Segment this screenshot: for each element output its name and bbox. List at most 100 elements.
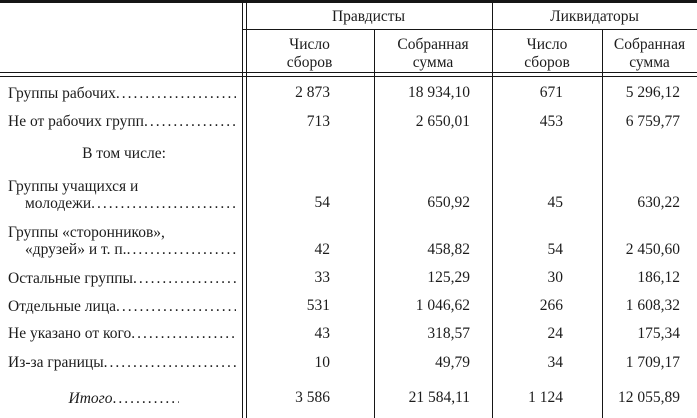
- value-cell: 6 759,77: [625, 112, 680, 130]
- header-bottom-double-rule-top: [0, 72, 697, 73]
- value-cell: 318,57: [427, 324, 470, 342]
- column-divider-1: [374, 29, 375, 418]
- row-label-line-2: молодежи: [8, 195, 240, 212]
- value-cell: 45: [547, 194, 564, 211]
- row-label: «друзей» и т. п.: [25, 240, 127, 258]
- value-cell-empty: [602, 135, 697, 172]
- row-label-cell: Остальные группы: [0, 264, 245, 292]
- row-label-cell: Итого: [0, 378, 245, 418]
- header-corner-cell: [0, 30, 245, 78]
- column-group-likvidatory: Ликвидаторы: [550, 7, 639, 25]
- column-header-line: Число: [289, 36, 330, 53]
- row-label-line: Группы рабочих: [8, 85, 240, 102]
- row-label: Не указано от кого: [8, 325, 132, 342]
- column-header-sobrannaya-summa-2: Собранная сумма: [602, 30, 697, 78]
- dot-leader: [104, 354, 236, 371]
- column-divider-3: [602, 29, 603, 418]
- value-cell: 531: [306, 297, 330, 314]
- value-cell: 713: [306, 112, 330, 130]
- dot-leader: [127, 241, 236, 258]
- table-row: Из-за границы 10 49,79 34 1 709,17: [0, 347, 697, 378]
- row-label: молодежи: [25, 194, 92, 212]
- row-label-line: Группы учащихся и: [8, 178, 240, 195]
- value-cell: 10: [314, 353, 331, 371]
- row-label-line: Группы «сторонников»,: [8, 224, 240, 241]
- value-cell: 175,34: [637, 324, 680, 342]
- value-cell: 43: [314, 324, 331, 342]
- row-label-cell: Из-за границы: [0, 347, 245, 378]
- dot-leader: [91, 195, 236, 212]
- header-group-divider-line: [243, 29, 697, 30]
- row-label-line: Отдельные лица: [8, 298, 240, 315]
- row-label: Остальные группы: [8, 269, 133, 287]
- row-label-line: Из-за границы: [8, 354, 240, 371]
- label-column-double-rule-right: [246, 0, 247, 418]
- value-cell: 650,92: [427, 194, 470, 211]
- column-header-chislo-sborov-1: Число сборов: [245, 30, 374, 78]
- value-cell: 42: [314, 241, 331, 258]
- row-label-cell: Группы учащихся и молодежи: [0, 172, 245, 217]
- dot-leader: [116, 298, 236, 315]
- value-cell: 2 450,60: [625, 241, 680, 258]
- dot-leader: [112, 390, 179, 407]
- value-cell: 125,29: [427, 269, 470, 286]
- dot-leader: [133, 270, 236, 287]
- value-cell: 458,82: [427, 241, 470, 258]
- table-row: Группы «сторонников», «друзей» и т. п. 4…: [0, 217, 697, 264]
- row-label-cell: Отдельные лица: [0, 292, 245, 320]
- value-cell: 5 296,12: [625, 84, 680, 101]
- value-cell: 33: [314, 269, 331, 286]
- table-section-row: В том числе:: [0, 135, 697, 172]
- column-header-line: сумма: [412, 54, 454, 71]
- row-label-line-2: «друзей» и т. п.: [8, 241, 240, 258]
- table-row: Не указано от кого 43 318,57 24 175,34: [0, 320, 697, 347]
- value-cell-empty: [245, 135, 374, 172]
- value-cell: 30: [547, 269, 564, 286]
- row-label-line: Не от рабочих групп: [8, 113, 240, 130]
- value-cell: 2 873: [295, 84, 330, 101]
- value-cell: 24: [547, 324, 564, 342]
- row-label: Не от рабочих групп: [8, 113, 144, 130]
- table-total-row: Итого 3 586 21 584,11 1 124 12 055,89: [0, 378, 697, 418]
- total-label-line: Итого: [8, 390, 240, 407]
- table-row: Группы рабочих 2 873 18 934,10 671 5 296…: [0, 78, 697, 108]
- row-label-cell: Группы рабочих: [0, 78, 245, 108]
- value-cell: 266: [539, 297, 563, 314]
- dot-leader: [116, 85, 236, 102]
- value-cell: 671: [539, 84, 563, 101]
- table-header-subcolumns-row: Число сборов Собранная сумма Число сборо…: [0, 30, 697, 78]
- total-value-cell: 3 586: [295, 389, 330, 406]
- header-bottom-double-rule-bottom: [0, 76, 697, 77]
- value-cell: 1 608,32: [625, 297, 680, 314]
- value-cell: 18 934,10: [408, 84, 470, 101]
- collections-table: Правдисты Ликвидаторы Число сборов Собра…: [0, 3, 697, 418]
- value-cell: 49,79: [435, 353, 470, 371]
- column-header-line: сборов: [524, 54, 570, 71]
- column-group-pravdisty: Правдисты: [331, 7, 405, 25]
- value-cell: 34: [547, 353, 564, 371]
- column-header-line: Число: [526, 36, 568, 53]
- row-label: Отдельные лица: [8, 297, 117, 315]
- value-cell: 1 709,17: [625, 353, 680, 371]
- value-cell-empty: [374, 135, 492, 172]
- dot-leader: [144, 113, 236, 130]
- table-top-border: [0, 0, 697, 3]
- column-divider-2: [492, 3, 493, 418]
- value-cell: 2 650,01: [415, 112, 470, 130]
- dot-leader: [131, 325, 236, 342]
- column-header-line: Собранная: [397, 36, 469, 53]
- table-row: Не от рабочих групп 713 2 650,01 453 6 7…: [0, 108, 697, 135]
- column-header-line: Собранная: [613, 36, 686, 53]
- column-header-chislo-sborov-2: Число сборов: [492, 30, 602, 78]
- column-header-line: сборов: [286, 54, 333, 71]
- row-label: Группы учащихся и: [8, 177, 139, 195]
- table-row: Отдельные лица 531 1 046,62 266 1 608,32: [0, 292, 697, 320]
- value-cell: 54: [314, 194, 331, 211]
- column-header-line: сумма: [629, 54, 670, 71]
- row-label-line: Не указано от кого: [8, 325, 240, 342]
- table-row: Группы учащихся и молодежи 54 650,92 45 …: [0, 172, 697, 217]
- header-corner-cell: [0, 3, 245, 30]
- row-label-cell: Не указано от кого: [0, 320, 245, 347]
- row-label-cell: Не от рабочих групп: [0, 108, 245, 135]
